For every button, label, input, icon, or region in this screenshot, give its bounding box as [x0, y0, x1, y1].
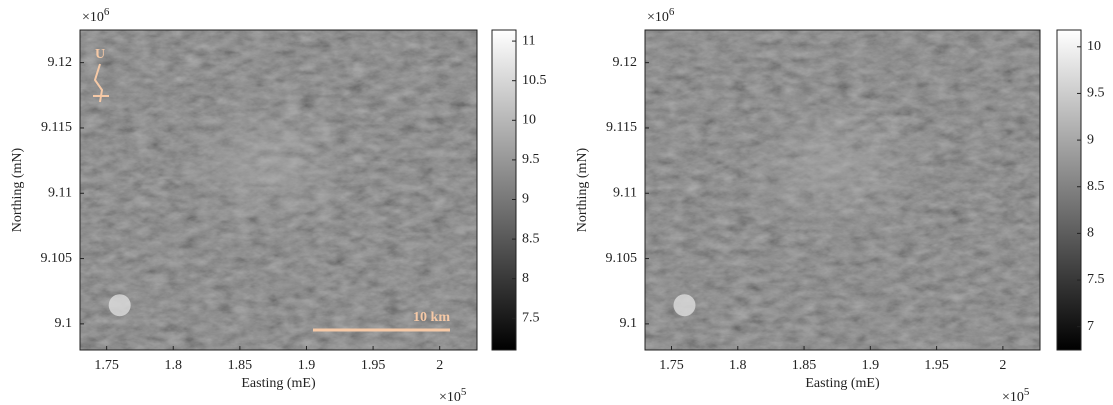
colorbar-tick-label: 7: [1087, 319, 1094, 334]
y-tick-label: 9.105: [606, 251, 638, 266]
y_multiplier-base: ×10: [82, 10, 104, 25]
colorbar-tick-label: 7.5: [522, 311, 540, 326]
y-tick-label: 9.115: [41, 120, 72, 135]
y-tick-label: 9.12: [48, 55, 73, 70]
y-multiplier: ×106: [647, 6, 675, 26]
x_multiplier-base: ×10: [1002, 390, 1024, 405]
y-tick-label: 9.1: [620, 316, 638, 331]
x-tick-label: 1.95: [361, 358, 386, 373]
y-tick-label: 9.12: [613, 55, 638, 70]
caldera: [179, 94, 362, 235]
figure: 1.751.81.851.91.9529.19.1059.119.1159.12…: [0, 0, 1113, 405]
caldera: [744, 94, 926, 235]
x-tick-label: 2: [436, 358, 443, 373]
colorbar-tick-label: 8: [522, 271, 529, 286]
colorbar-tick-label: 8.5: [1087, 179, 1105, 194]
x-multiplier: ×105: [439, 386, 467, 405]
y-tick-label: 9.115: [606, 120, 637, 135]
y-tick-label: 9.1: [55, 316, 73, 331]
colorbar-tick-label: 9.5: [522, 152, 540, 167]
y-tick-label: 9.105: [41, 251, 73, 266]
x-tick-label: 1.8: [165, 358, 183, 373]
colorbar-tick-label: 10: [522, 113, 536, 128]
x_multiplier-base: ×10: [439, 390, 461, 405]
y-axis-label: Northing (mN): [575, 147, 590, 232]
x-tick-label: 1.9: [298, 358, 316, 373]
x-tick-label: 1.95: [924, 358, 949, 373]
colorbar-tick-label: 8: [1087, 226, 1094, 241]
y-axis-label: Northing (mN): [10, 147, 25, 232]
x-tick-label: 1.75: [94, 358, 119, 373]
colorbar-tick-label: 10.5: [522, 73, 547, 88]
colorbar-tick-label: 9: [522, 192, 529, 207]
y_multiplier-exponent: 6: [669, 6, 675, 18]
scale-bar-label: 10 km: [413, 310, 450, 325]
crater: [109, 294, 131, 316]
colorbar-tick-label: 7.5: [1087, 272, 1105, 287]
colorbar: [492, 30, 516, 350]
y-tick-label: 9.11: [48, 185, 72, 200]
colorbar-tick-label: 8.5: [522, 231, 540, 246]
colorbar-tick-label: 11: [522, 33, 535, 48]
colorbar-tick-label: 9: [1087, 132, 1094, 147]
x-tick-label: 1.75: [659, 358, 684, 373]
north-label: U: [95, 47, 105, 62]
x-multiplier: ×105: [1002, 386, 1030, 405]
x-tick-label: 1.9: [862, 358, 880, 373]
y-tick-label: 9.11: [613, 185, 637, 200]
colorbar-tick-label: 9.5: [1087, 86, 1105, 101]
y_multiplier-base: ×10: [647, 10, 669, 25]
x-tick-label: 1.8: [729, 358, 747, 373]
x-tick-label: 1.85: [228, 358, 253, 373]
colorbar-tick-label: 10: [1087, 39, 1101, 54]
x-axis-label: Easting (mE): [241, 376, 316, 391]
x-tick-label: 2: [999, 358, 1006, 373]
x-tick-label: 1.85: [792, 358, 817, 373]
crater: [674, 294, 696, 316]
x_multiplier-exponent: 5: [461, 386, 467, 398]
y_multiplier-exponent: 6: [104, 6, 110, 18]
x-axis-label: Easting (mE): [805, 376, 880, 391]
x_multiplier-exponent: 5: [1024, 386, 1030, 398]
colorbar: [1057, 30, 1081, 350]
y-multiplier: ×106: [82, 6, 110, 26]
